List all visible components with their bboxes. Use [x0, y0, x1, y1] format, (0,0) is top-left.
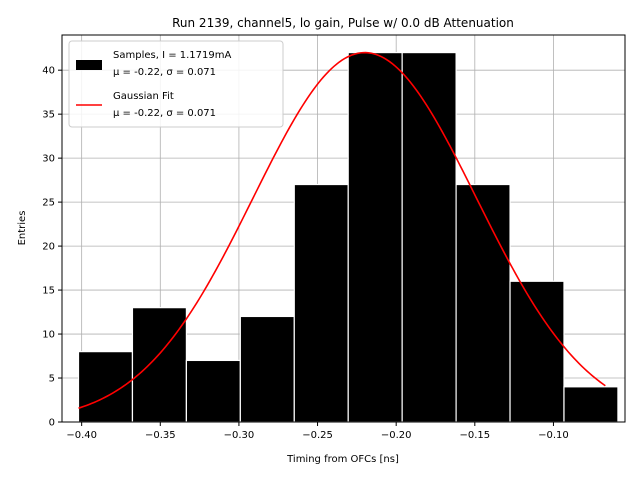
- y-tick-label: 25: [42, 198, 55, 209]
- histogram-bar-1: [77, 351, 134, 423]
- legend-stats-fit: μ = -0.22, σ = 0.071: [113, 108, 216, 119]
- x-tick-label: −0.10: [538, 430, 569, 441]
- x-tick-label: −0.15: [459, 430, 490, 441]
- histogram-bar-2: [131, 307, 187, 423]
- x-tick-label: −0.35: [145, 430, 176, 441]
- y-tick-label: 20: [42, 242, 55, 253]
- legend-stats-samples: μ = -0.22, σ = 0.071: [113, 67, 216, 78]
- histogram-bar-5: [293, 183, 349, 423]
- y-tick-label: 10: [42, 330, 55, 341]
- x-tick-label: −0.40: [66, 430, 97, 441]
- y-tick-label: 0: [49, 418, 55, 429]
- histogram-bar-6: [347, 51, 403, 423]
- x-axis-ticks: −0.40 −0.35 −0.30 −0.25 −0.20 −0.15 −0.10: [66, 422, 569, 441]
- legend: Samples, I = 1.1719mA μ = -0.22, σ = 0.0…: [68, 40, 284, 128]
- gaussian-fit-curve: [78, 51, 606, 409]
- chart-title: Run 2139, channel5, lo gain, Pulse w/ 0.…: [172, 16, 514, 30]
- y-tick-label: 5: [49, 374, 55, 385]
- x-tick-label: −0.20: [381, 430, 412, 441]
- y-tick-label: 15: [42, 286, 55, 297]
- histogram-bar-4: [239, 315, 295, 423]
- legend-label-samples: Samples, I = 1.1719mA: [113, 50, 231, 61]
- legend-swatch-samples: [76, 60, 102, 70]
- histogram-bars: [77, 51, 619, 423]
- histogram-bar-9: [509, 280, 565, 423]
- gaussian-fit: [78, 51, 606, 409]
- plot-frame: [61, 34, 626, 423]
- histogram-bar-3: [185, 359, 241, 423]
- y-axis-ticks: 0 5 10 15 20 25 30 35 40: [42, 66, 62, 429]
- y-tick-label: 40: [42, 66, 55, 77]
- x-tick-label: −0.25: [302, 430, 333, 441]
- legend-label-fit: Gaussian Fit: [113, 91, 174, 102]
- legend-box: [68, 40, 284, 128]
- y-axis-label: Entries: [17, 211, 28, 246]
- x-axis-label: Timing from OFCs [ns]: [286, 454, 399, 465]
- x-tick-label: −0.30: [224, 430, 255, 441]
- y-tick-label: 35: [42, 110, 55, 121]
- histogram-bar-10: [563, 386, 619, 423]
- histogram-bar-8: [455, 183, 511, 423]
- histogram-bar-7: [401, 51, 457, 423]
- y-tick-label: 30: [42, 154, 55, 165]
